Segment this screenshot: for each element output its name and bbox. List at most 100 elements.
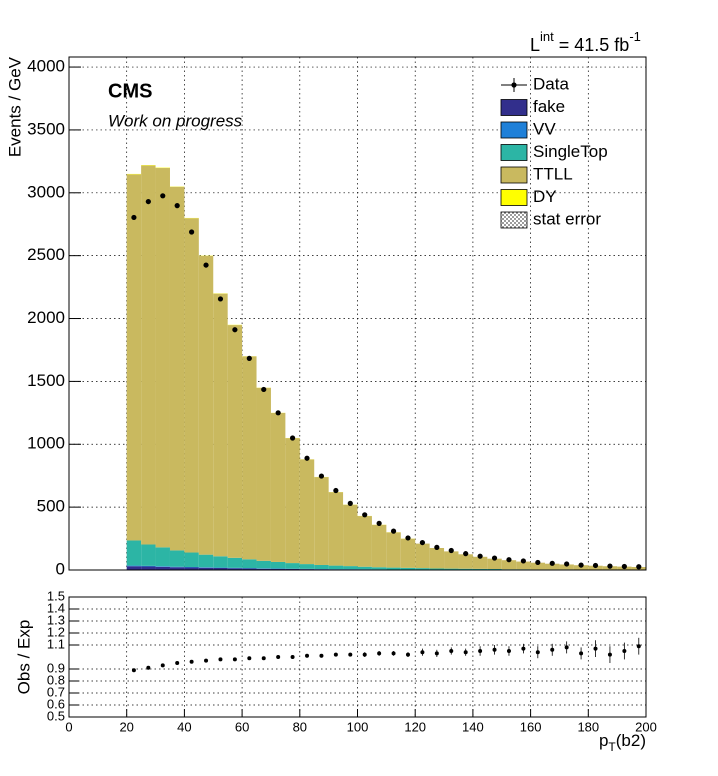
x-axis-label: pT(b2) <box>599 731 646 754</box>
bar-segment <box>299 459 315 565</box>
data-point <box>333 487 339 494</box>
y-tick-label: 3000 <box>27 182 65 201</box>
bar-segment <box>141 165 156 545</box>
data-point <box>217 296 224 302</box>
y-tick-label: 1.2 <box>47 624 65 639</box>
bar-segment <box>169 186 185 551</box>
bar-segment <box>256 560 271 569</box>
ratio-point <box>622 649 627 653</box>
y-tick-label: 1.5 <box>47 588 65 603</box>
x-tick-label: 80 <box>293 719 307 734</box>
bar-segment <box>386 567 401 570</box>
data-point <box>174 203 180 209</box>
y-tick-label: 4000 <box>27 57 65 76</box>
data-point <box>607 563 613 569</box>
ratio-point <box>348 652 353 657</box>
ratio-point <box>405 652 410 657</box>
bar-segment <box>198 567 214 568</box>
bar-segment <box>501 569 517 570</box>
ratio-point <box>420 650 425 655</box>
bar-segment <box>256 568 271 570</box>
bar-segment <box>141 544 156 566</box>
ratio-point <box>333 652 338 657</box>
lumi-text: = 41.5 fb <box>554 35 630 55</box>
bar-segment <box>357 516 372 567</box>
legend-swatch <box>500 144 528 161</box>
data-point <box>347 500 353 506</box>
bar-segment <box>328 565 344 570</box>
y-tick-label: 0.5 <box>47 708 65 723</box>
bar-segment <box>213 567 228 570</box>
y-tick-label: 1.3 <box>47 612 65 627</box>
x-tick-label: 20 <box>119 719 133 734</box>
ratio-point <box>506 649 511 653</box>
x-tick-label: 180 <box>577 719 599 734</box>
ratio-point <box>276 655 281 659</box>
x-tick-label: 40 <box>177 719 191 734</box>
bar-segment <box>213 293 228 557</box>
ratio-point <box>377 651 382 656</box>
data-point <box>434 544 440 550</box>
y-tick-label: 2500 <box>27 245 65 264</box>
legend-swatch <box>500 99 528 116</box>
y-tick-label: 0.6 <box>47 696 65 711</box>
x-tick-label: 140 <box>462 719 484 734</box>
y-tick-label: 3500 <box>27 119 65 138</box>
data-point <box>232 327 238 333</box>
bar-segment <box>141 566 156 570</box>
bar-segment <box>126 566 142 570</box>
legend-swatch <box>500 166 528 184</box>
ratio-point <box>305 653 310 658</box>
ratio-point <box>131 668 136 673</box>
bar-segment <box>242 356 257 560</box>
ratio-point <box>319 653 324 658</box>
ratio-point <box>593 646 598 651</box>
ratio-point <box>463 650 468 655</box>
bar-segment <box>155 547 170 567</box>
bar-segment <box>386 532 401 568</box>
ratio-y-axis-label: Obs / Exp <box>14 620 33 695</box>
ratio-point <box>391 651 396 656</box>
lumi-label: Lint = 41.5 fb-1 <box>530 29 641 54</box>
ratio-point <box>521 646 526 651</box>
bar-segment <box>184 566 199 568</box>
data-point <box>289 435 296 441</box>
x-tick-label: 60 <box>235 719 249 734</box>
bar-segment <box>530 562 546 570</box>
bar-segment <box>400 538 416 568</box>
bar-segment <box>169 566 185 568</box>
bar-segment <box>285 563 300 569</box>
ratio-point <box>160 663 165 668</box>
lumi-sup2: -1 <box>629 29 641 44</box>
data-point <box>362 512 368 518</box>
chart-subtitle: Work on progress <box>108 111 243 130</box>
data-point <box>477 553 483 559</box>
ratio-point <box>607 652 612 657</box>
y-tick-label: 0.8 <box>47 672 65 687</box>
bar-segment <box>444 551 459 569</box>
ratio-point <box>478 649 483 653</box>
data-point <box>564 561 570 567</box>
legend-label: VV <box>533 119 556 138</box>
bar-segment <box>242 568 257 570</box>
data-point <box>261 386 267 393</box>
ratio-point <box>189 659 194 664</box>
bar-segment <box>198 567 214 570</box>
legend-marker <box>511 82 517 88</box>
ratio-point <box>434 651 439 656</box>
bar-segment <box>444 568 459 570</box>
bar-segment <box>559 564 574 570</box>
y-tick-label: 1.4 <box>47 600 65 615</box>
bar-segment <box>472 556 488 569</box>
bar-segment <box>155 168 170 548</box>
data-point <box>189 229 195 235</box>
bar-segment <box>314 564 329 569</box>
bar-segment <box>270 561 286 569</box>
data-point <box>145 198 151 205</box>
x-label-sub: T <box>608 740 616 754</box>
x-tick-label: 120 <box>404 719 426 734</box>
legend-label: fake <box>533 97 565 116</box>
y-axis-label: Events / GeV <box>5 56 24 157</box>
